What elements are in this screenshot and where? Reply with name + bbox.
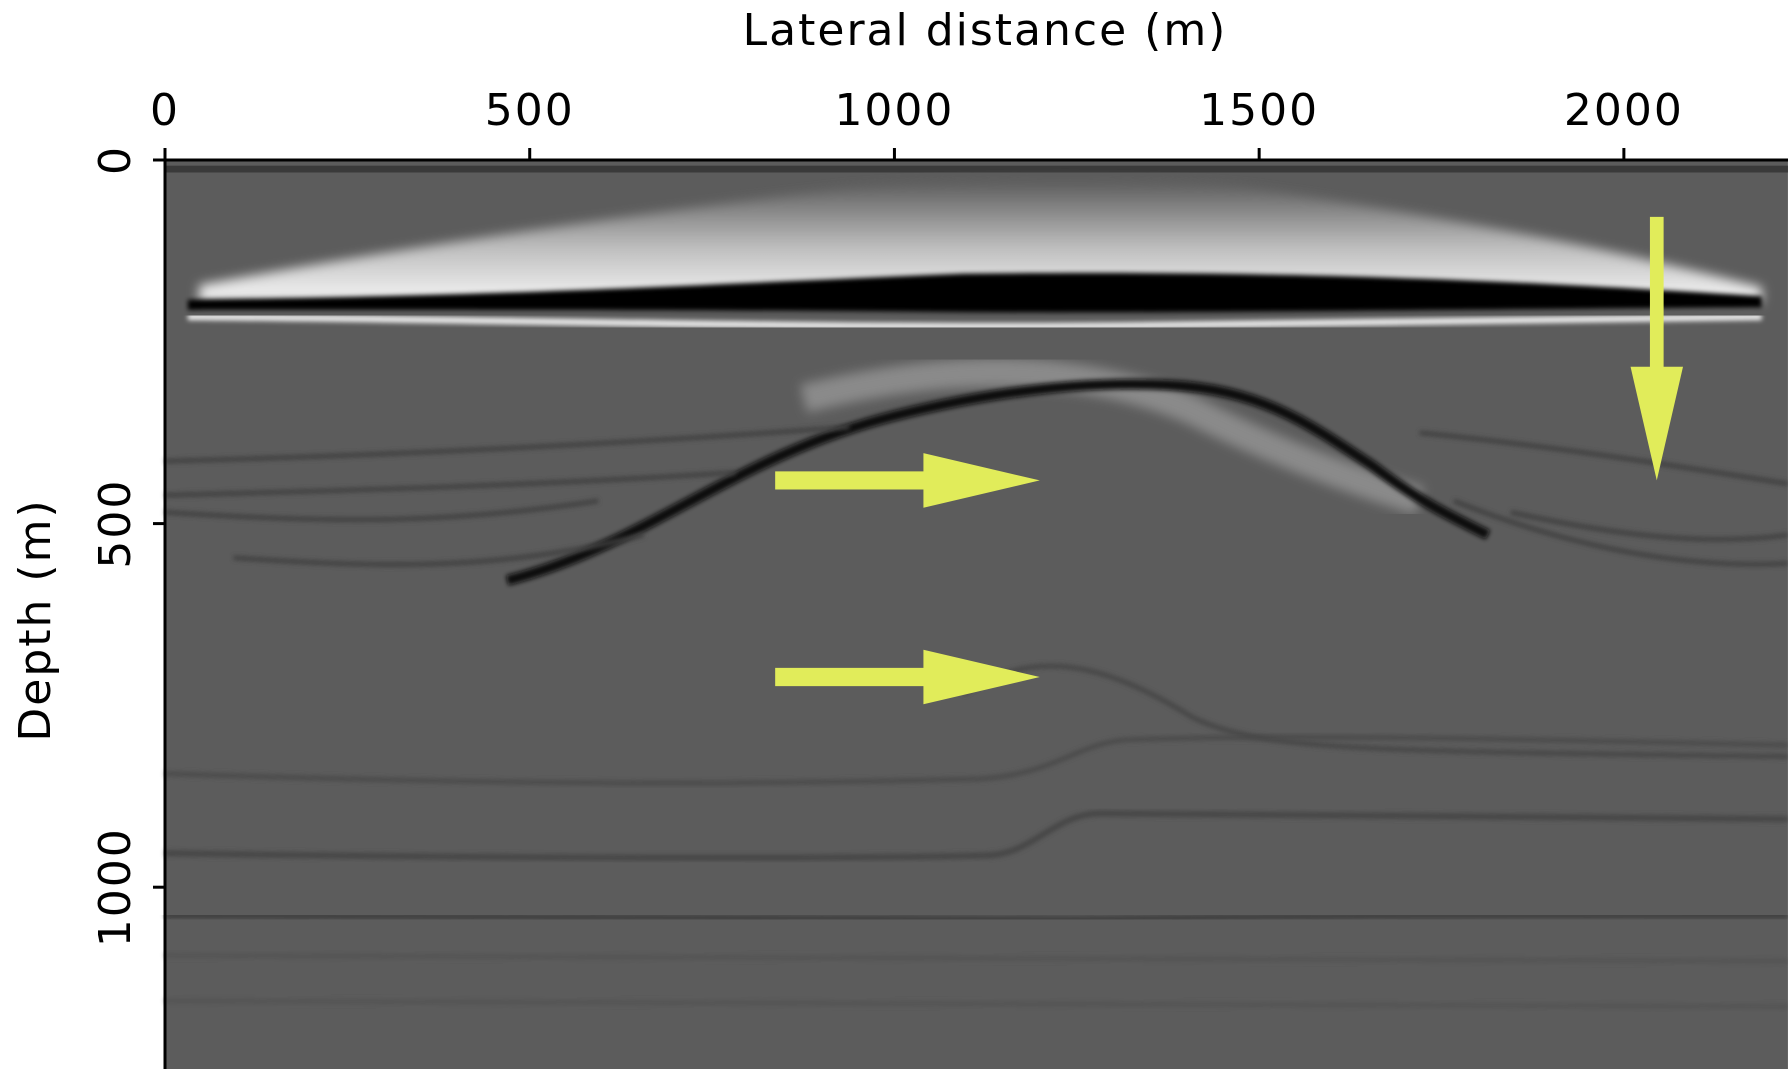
y-axis-title: Depth (m) — [10, 498, 61, 741]
x-axis-title: Lateral distance (m) — [743, 5, 1228, 56]
x-tick-label: 500 — [485, 85, 575, 136]
y-tick-label: 0 — [90, 145, 141, 175]
x-tick-label: 1500 — [1199, 85, 1319, 136]
deep-reflector-4 — [165, 916, 1788, 919]
seismic-image — [165, 160, 1788, 1069]
x-tick-label: 1000 — [834, 85, 954, 136]
y-tick-label: 500 — [90, 479, 141, 569]
figure: Lateral distance (m) Depth (m) 0 500 1000 1… — [0, 0, 1788, 1069]
x-tick-label: 2000 — [1564, 85, 1684, 136]
surface-line — [165, 166, 1788, 173]
x-tick-label: 0 — [150, 85, 180, 136]
y-tick-label: 1000 — [90, 827, 141, 947]
